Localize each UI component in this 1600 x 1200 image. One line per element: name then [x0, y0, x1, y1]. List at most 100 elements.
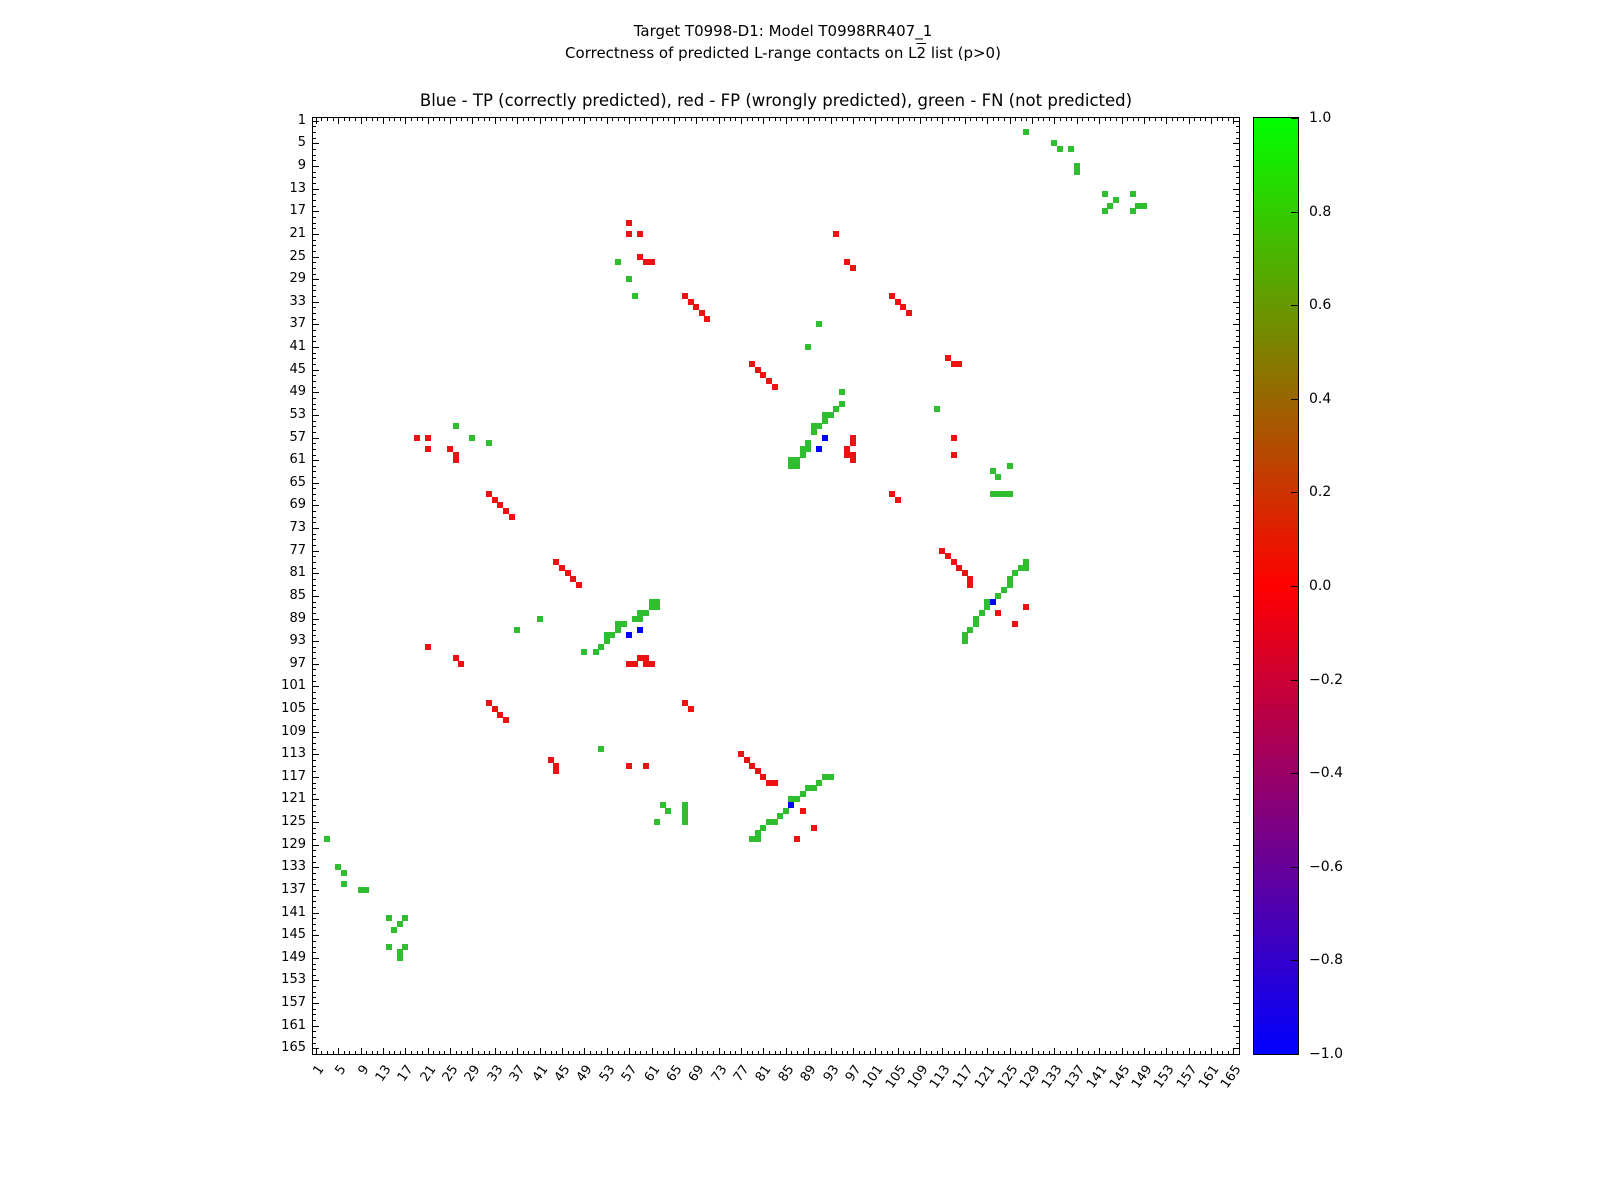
x-axis-tick — [819, 118, 821, 121]
y-axis-tick — [1236, 200, 1239, 201]
contact-cell-fp — [682, 293, 689, 300]
contact-cell-fn — [1001, 491, 1007, 498]
x-axis-tick-label-text: 57 — [618, 1062, 641, 1085]
x-axis-tick-label-text: 157 — [1173, 1062, 1201, 1092]
colorbar-tick — [1291, 211, 1298, 213]
contact-cell-fn — [363, 886, 370, 893]
y-axis-tick — [1236, 878, 1239, 880]
y-axis-tick — [1236, 318, 1239, 320]
contact-cell-fp — [793, 836, 800, 843]
y-axis-tick — [313, 720, 316, 722]
contact-cell-fp — [687, 298, 694, 305]
y-axis-tick — [1236, 216, 1239, 218]
y-axis-tick — [1233, 754, 1239, 756]
y-axis-tick — [313, 380, 316, 382]
contact-cell-fp — [503, 508, 510, 515]
x-axis-tick — [1004, 1051, 1005, 1054]
y-axis-tick — [313, 827, 316, 829]
x-axis-tick — [746, 118, 748, 121]
x-axis-tick-label-text: 89 — [797, 1062, 820, 1085]
y-axis-tick — [1233, 324, 1239, 326]
y-axis-tick — [313, 358, 316, 360]
x-axis-tick — [808, 118, 810, 124]
x-axis-tick — [1076, 118, 1078, 124]
contact-cell-fn — [805, 785, 812, 792]
y-axis-tick — [1236, 805, 1239, 807]
y-axis-tick — [1236, 561, 1239, 563]
contact-cell-fn — [799, 451, 806, 458]
contact-cell-fn — [827, 411, 834, 418]
colorbar-tick-label: −1.0 — [1309, 1046, 1343, 1062]
x-axis-tick — [1155, 1051, 1157, 1054]
x-axis-tick — [321, 118, 323, 121]
contact-cell-fp — [995, 609, 1002, 616]
y-axis-tick — [1236, 590, 1239, 592]
x-axis-tick — [399, 118, 401, 121]
contact-cell-fn — [682, 802, 689, 809]
y-axis-tick — [313, 228, 316, 230]
x-axis-tick — [914, 1051, 916, 1054]
contact-cell-fn — [978, 609, 985, 616]
contact-cell-fn — [788, 796, 795, 803]
x-axis-tick — [1166, 1048, 1168, 1054]
y-axis-tick — [313, 725, 316, 727]
y-axis-tick-label: 9 — [297, 158, 306, 174]
y-axis-tick — [313, 511, 316, 513]
contact-cell-fn — [620, 621, 627, 628]
y-axis-tick — [313, 392, 319, 394]
x-axis-tick — [892, 1051, 894, 1054]
x-axis-tick — [1177, 118, 1179, 121]
y-axis-tick — [1236, 177, 1239, 179]
y-axis-tick — [313, 697, 316, 699]
colorbar-tick-label: −0.4 — [1309, 765, 1343, 782]
x-axis-tick — [925, 118, 927, 121]
x-axis-tick — [405, 1048, 407, 1054]
colorbar-tick-label: 0.6 — [1309, 297, 1332, 314]
y-axis-tick-label: 145 — [281, 927, 306, 943]
contact-cell-fp — [626, 230, 633, 237]
contact-cell-fn — [598, 643, 605, 650]
contact-cell-fp — [849, 440, 856, 447]
y-axis-tick — [1236, 635, 1239, 637]
y-axis-tick-label: 137 — [281, 881, 306, 897]
x-axis-tick — [371, 118, 373, 121]
x-axis-tick-label-text: 13 — [372, 1062, 395, 1085]
y-axis-tick — [313, 856, 316, 858]
contact-map-plot-area — [312, 117, 1240, 1055]
y-axis-tick — [1236, 906, 1239, 908]
x-axis-tick — [953, 118, 955, 121]
y-axis-tick-label: 69 — [289, 497, 306, 513]
x-axis-tick-label-text: 33 — [484, 1062, 507, 1085]
y-axis-tick — [1233, 686, 1239, 688]
y-axis-tick — [1236, 409, 1239, 411]
y-axis-tick — [313, 957, 319, 959]
x-axis-tick-label-text: 41 — [529, 1062, 552, 1085]
x-axis-tick — [556, 1051, 558, 1054]
y-axis-tick — [1233, 709, 1239, 710]
contact-cell-fn — [760, 824, 767, 831]
y-axis-tick-label: 29 — [289, 271, 306, 287]
y-axis-tick — [313, 991, 316, 993]
contact-cell-fn — [771, 819, 778, 826]
y-axis-tick — [313, 923, 316, 925]
y-axis-tick — [313, 301, 319, 303]
x-axis-tick — [584, 118, 586, 124]
x-axis-tick — [880, 118, 882, 121]
x-axis-tick — [858, 118, 860, 121]
y-axis-tick — [1233, 347, 1239, 349]
contact-cell-fn — [749, 836, 756, 843]
y-axis-tick — [1233, 301, 1239, 303]
x-axis-tick — [489, 1051, 491, 1054]
contact-cell-fn — [396, 920, 403, 927]
x-axis-tick-label-text: 85 — [775, 1062, 798, 1085]
contact-cell-fn — [637, 615, 644, 622]
x-axis-tick — [942, 1048, 944, 1054]
x-axis-tick-label-text: 1 — [310, 1062, 328, 1078]
x-axis-tick — [522, 1051, 524, 1054]
x-axis-tick — [483, 118, 485, 121]
x-axis-tick — [679, 1051, 681, 1054]
colorbar-tick — [1291, 118, 1298, 119]
x-axis-tick — [836, 1051, 838, 1054]
x-axis-tick — [366, 1051, 368, 1054]
y-axis-tick — [313, 403, 316, 405]
